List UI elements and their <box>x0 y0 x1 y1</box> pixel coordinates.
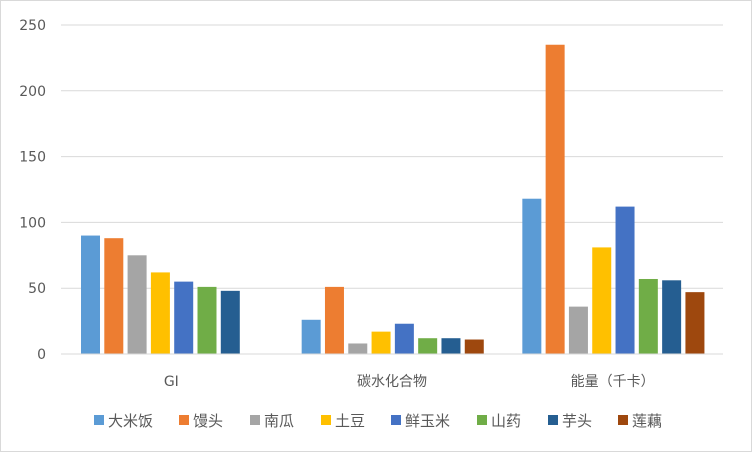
legend-swatch <box>179 415 189 425</box>
legend-label: 山药 <box>491 412 521 430</box>
bar <box>348 343 368 354</box>
y-axis-ticks: 0 50 100 150 200 250 <box>19 18 46 363</box>
legend-label: 土豆 <box>335 412 365 430</box>
bars <box>81 44 705 355</box>
legend-swatch <box>250 415 260 425</box>
bar <box>615 206 635 354</box>
legend-swatch <box>618 415 628 425</box>
bar <box>127 255 147 354</box>
legend-swatch <box>94 415 104 425</box>
legend-item: 鲜玉米 <box>391 412 450 430</box>
bar <box>418 338 438 354</box>
bar <box>324 286 344 354</box>
x-category-label: 碳水化合物 <box>357 374 427 390</box>
legend-label: 莲藕 <box>632 412 662 430</box>
bar <box>568 306 588 354</box>
legend-item: 馒头 <box>179 412 223 430</box>
legend-item: 大米饭 <box>94 412 153 430</box>
legend-label: 芋头 <box>562 412 592 430</box>
legend-item: 土豆 <box>321 412 365 430</box>
bar <box>394 323 414 354</box>
bar <box>545 44 565 355</box>
legend-swatch <box>477 415 487 425</box>
bar <box>150 272 170 354</box>
bar <box>522 198 542 354</box>
legend-label: 馒头 <box>193 412 223 430</box>
y-tick-label: 0 <box>37 347 46 363</box>
bar <box>301 319 321 354</box>
legend-label: 大米饭 <box>108 412 153 430</box>
legend-label: 鲜玉米 <box>405 412 450 430</box>
legend-item: 芋头 <box>548 412 592 430</box>
legend-label: 南瓜 <box>264 412 294 430</box>
y-tick-label: 150 <box>19 150 46 166</box>
legend-swatch <box>391 415 401 425</box>
x-category-label: 能量（千卡） <box>571 374 655 390</box>
legend-item: 南瓜 <box>250 412 294 430</box>
bar <box>174 281 194 354</box>
legend: 大米饭 馒头 南瓜 土豆 鲜玉米 山药 芋头 莲藕 <box>94 412 662 430</box>
bar <box>685 292 705 354</box>
y-tick-label: 50 <box>28 281 46 297</box>
legend-item: 莲藕 <box>618 412 662 430</box>
bar <box>104 238 124 354</box>
bar <box>464 339 484 354</box>
y-tick-label: 200 <box>19 84 46 100</box>
gridlines <box>61 24 723 289</box>
y-tick-label: 250 <box>19 18 46 34</box>
legend-item: 山药 <box>477 412 521 430</box>
bar <box>638 278 658 354</box>
bar <box>441 338 461 354</box>
bar <box>81 235 100 354</box>
legend-swatch <box>321 415 331 425</box>
x-category-label: GI <box>164 374 179 390</box>
bar <box>220 290 240 354</box>
legend-swatch <box>548 415 558 425</box>
bar <box>662 280 682 354</box>
bar <box>371 331 391 354</box>
x-axis-labels: GI 碳水化合物 能量（千卡） <box>164 374 655 390</box>
bar <box>197 286 217 354</box>
bar <box>592 247 612 354</box>
y-tick-label: 100 <box>19 215 46 231</box>
